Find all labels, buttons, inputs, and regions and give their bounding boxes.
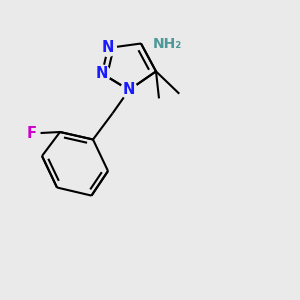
Text: NH₂: NH₂ [153, 37, 182, 50]
Text: N: N [96, 66, 108, 81]
Text: N: N [123, 82, 135, 98]
Circle shape [100, 40, 116, 56]
Circle shape [149, 34, 169, 53]
Text: N: N [102, 40, 114, 56]
Text: F: F [26, 126, 37, 141]
Circle shape [121, 82, 137, 98]
Circle shape [94, 65, 110, 82]
Circle shape [23, 125, 40, 142]
